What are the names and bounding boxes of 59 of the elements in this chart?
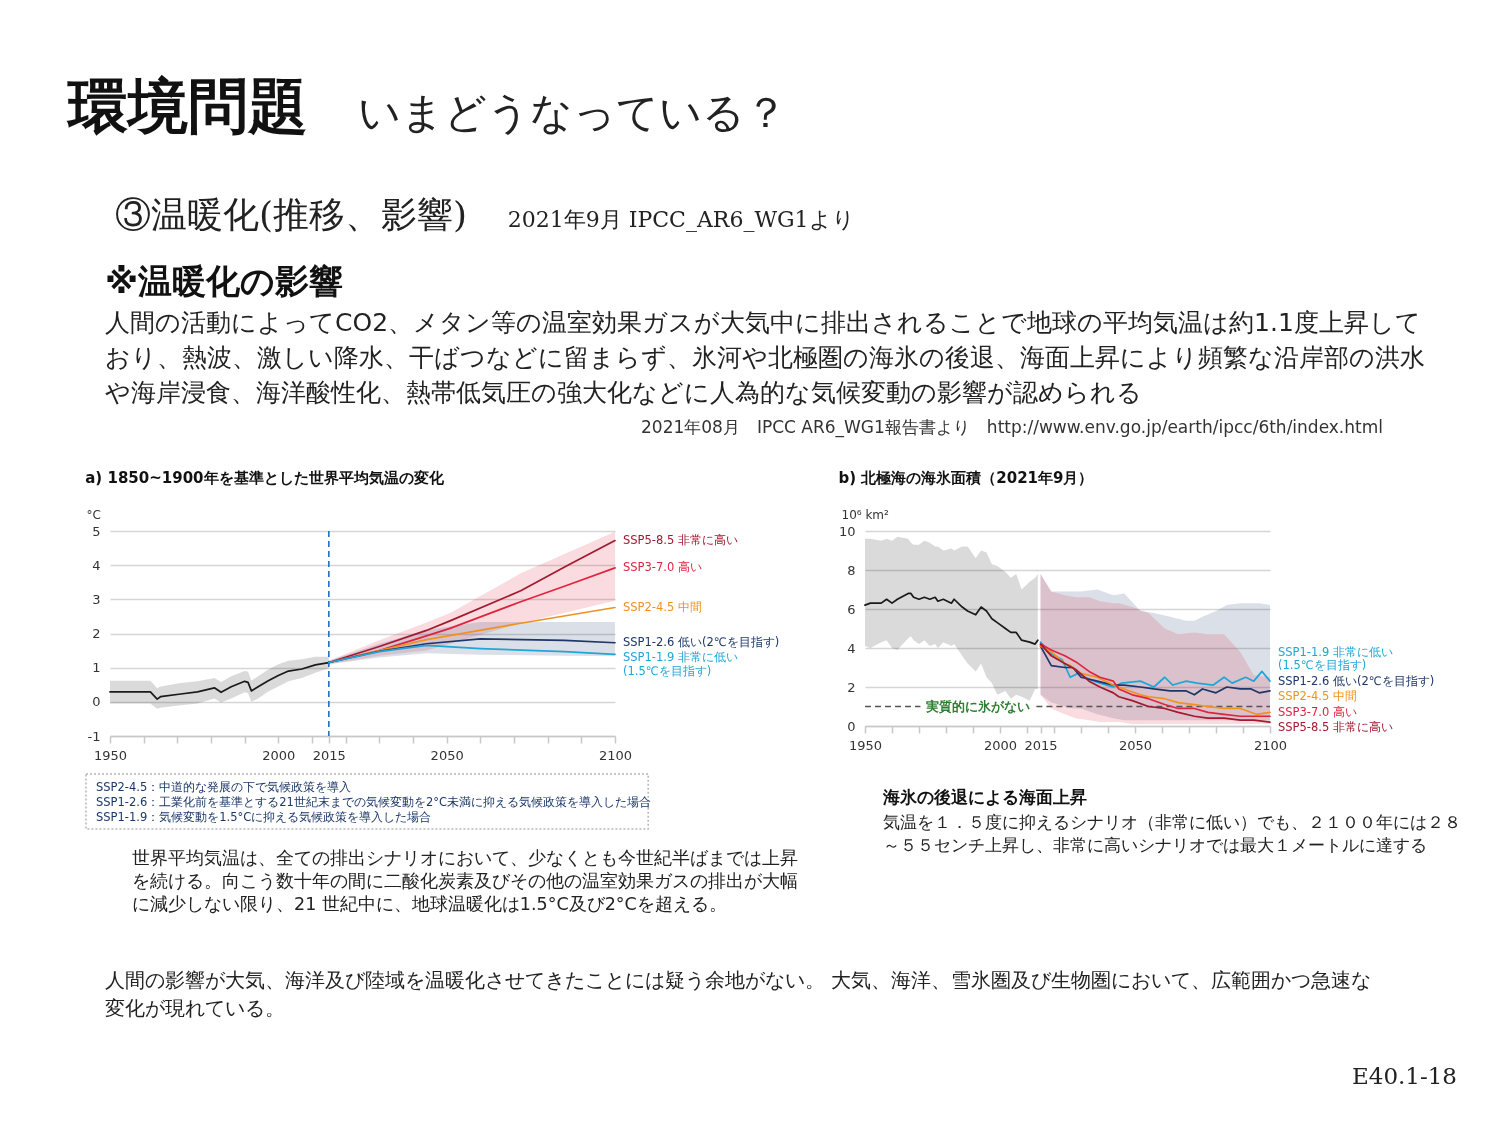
series-label: SSP1-2.6 低い(2℃を目指す) — [1278, 673, 1435, 688]
y-tick-label: 2 — [92, 626, 101, 641]
line-series — [1039, 645, 1271, 696]
text: 環境問題 — [66, 71, 308, 141]
series-label: SSP1-1.9 非常に低い(1.5℃を目指す) — [623, 650, 738, 678]
text: 2021年9月 IPCC_AR6_WG1より — [507, 207, 855, 232]
line-series — [1039, 641, 1271, 688]
x-tick-label: 1950 — [848, 737, 883, 753]
y-tick-label: 4 — [847, 640, 856, 656]
line-series — [109, 661, 330, 700]
text: E40.1-18 — [1351, 1063, 1457, 1089]
x-tick-label: 2015 — [1024, 737, 1058, 753]
x-tick-label: 1950 — [93, 747, 128, 763]
x-tick-label: 2100 — [1253, 737, 1288, 753]
chart-title: a) 1850~1900年を基準とした世界平均気温の変化 — [85, 469, 445, 487]
series-label: SSP1-2.6 低い(2℃を目指す) — [623, 634, 780, 649]
y-tick-label: -1 — [87, 728, 101, 744]
y-tick-label: 1 — [92, 660, 101, 676]
series-label: SSP2-4.5 中間 — [1278, 689, 1357, 703]
text: SSP2-4.5：中道的な発展の下で気候政策を導入 — [96, 780, 352, 794]
text: 世界平均気温は、全ての排出シナリオにおいて、少なくとも今世紀半ばまでは上昇を続ける。向こう数十年の間に二酸化炭素及びその他の温室効果ガスの排出が大幅に減少しない限り、21 世紀中に、地球温暖化は1.5°C及び2°Cを超える。 — [132, 847, 798, 914]
text: 海氷の後退による海面上昇 — [882, 787, 1087, 807]
x-tick-label: 2000 — [983, 737, 1018, 753]
text: 気温を１．５度に抑えるシナリオ（非常に低い）でも、２１００年には２８～５５センチ上昇し、非常に高いシナリオでは最大１メートルに達する — [883, 813, 1461, 855]
text: ③温暖化(推移、影響) — [115, 194, 468, 235]
y-axis-title: °C — [86, 507, 101, 522]
text: 人間の活動によってCO2、メタン等の温室効果ガスが大気中に排出されることで地球の平均気温は約1.1度上昇しており、熱波、激しい降水、干ばつなどに留まらず、氷河や北極圏の海氷の後退、海面上昇により頻繁な沿岸部の洪水や海岸浸食、海洋酸性化、熱帯低気圧の強大化などに人為的な気候変動の影響が認められる — [105, 308, 1425, 407]
series-label: SSP5-8.5 非常に高い — [1278, 720, 1393, 734]
x-tick-label: 2050 — [430, 747, 464, 763]
text: SSP1-2.6：工業化前を基準とする21世紀末までの気候変動を2°C未満に抑える気候政策を導入した場合 — [96, 795, 652, 809]
y-tick-label: 3 — [92, 591, 101, 607]
series-label: SSP2-4.5 中間 — [623, 599, 702, 614]
line-series — [327, 644, 616, 664]
text: 人間の影響が大気、海洋及び陸域を温暖化させてきたことには疑う余地がない。 大気、海洋、雪氷圏及び生物圏において、広範囲かつ急速な変化が現れている。 — [105, 968, 1372, 1020]
x-tick-label: 2000 — [262, 747, 296, 763]
text: 2021年08月 IPCC AR6_WG1報告書より http://www.env.go.jp/earth/ipcc/6th/index.html — [641, 417, 1383, 438]
text: いまどうなっている？ — [358, 88, 787, 137]
x-tick-label: 2015 — [312, 747, 346, 763]
y-tick-label: 10 — [838, 523, 856, 539]
y-axis-title: 10⁶ km² — [841, 507, 890, 522]
y-tick-label: 6 — [847, 601, 856, 617]
x-tick-label: 2100 — [598, 747, 633, 763]
series-label: SSP3-7.0 高い — [1278, 704, 1357, 719]
y-tick-label: 0 — [847, 718, 856, 734]
series-label: SSP5-8.5 非常に高い — [623, 532, 738, 547]
y-tick-label: 2 — [847, 679, 856, 695]
y-tick-label: 8 — [847, 562, 856, 578]
series-label: SSP3-7.0 高い — [623, 559, 702, 574]
y-tick-label: 4 — [92, 557, 101, 573]
line-series — [864, 592, 1039, 645]
text: ※温暖化の影響 — [105, 261, 344, 301]
y-tick-label: 5 — [92, 523, 101, 539]
y-tick-label: 0 — [92, 694, 101, 710]
chart-title: b) 北極海の海氷面積（2021年9月） — [838, 469, 1094, 487]
series-label: SSP1-1.9 非常に低い(1.5℃を目指す) — [1278, 644, 1393, 672]
ref-line-label: 実質的に氷がない — [925, 698, 1031, 714]
line-series — [327, 606, 616, 664]
x-tick-label: 2050 — [1118, 737, 1153, 753]
text: SSP1-1.9：気候変動を1.5°Cに抑える気候政策を導入した場合 — [96, 810, 432, 824]
